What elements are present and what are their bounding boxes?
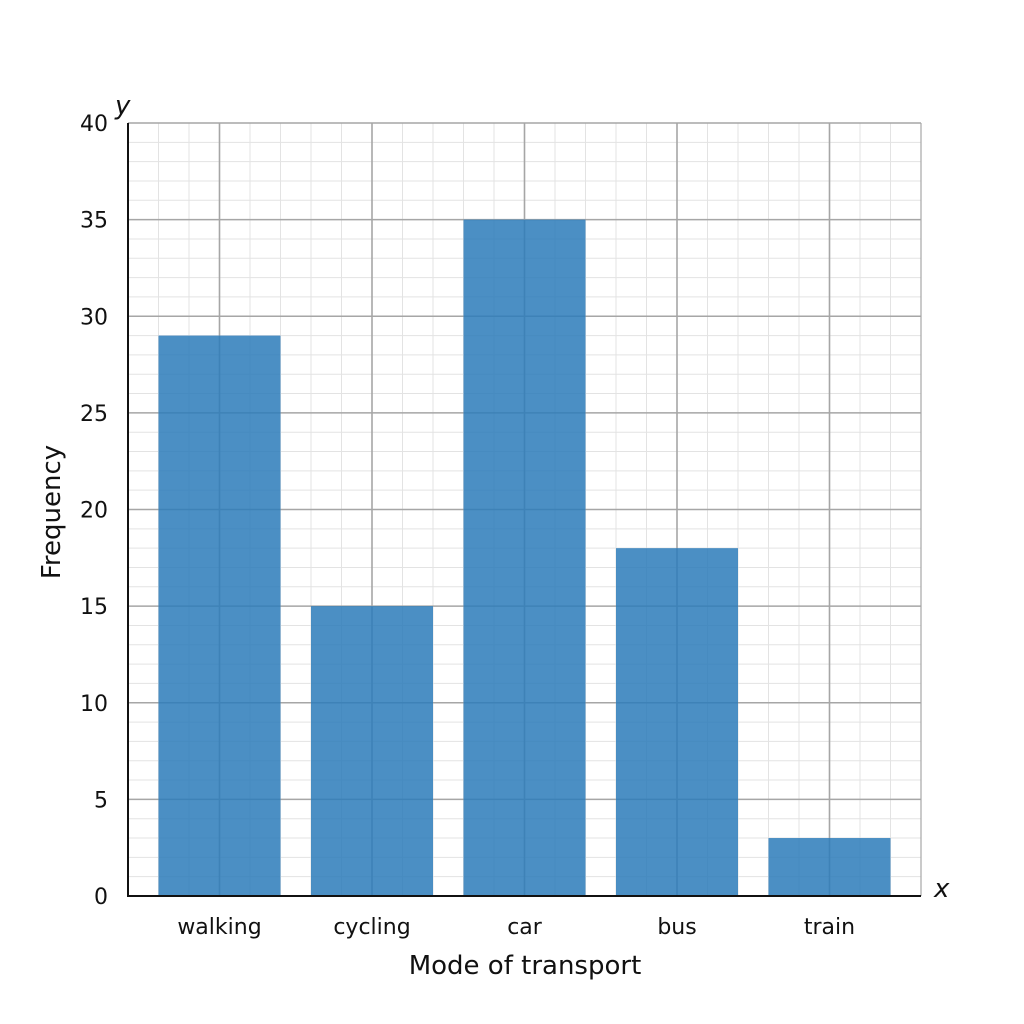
x-tick-label: bus <box>657 915 696 940</box>
bar-car <box>463 219 586 896</box>
y-tick-label: 40 <box>80 112 108 137</box>
bar-bus <box>616 548 738 896</box>
axes <box>127 123 921 897</box>
y-tick-label: 35 <box>80 209 108 234</box>
x-tick-label: cycling <box>333 915 410 940</box>
x-tick-label: train <box>804 915 855 940</box>
bar-train <box>768 838 891 896</box>
x-axis-letter: x <box>933 874 950 904</box>
y-tick-labels: 0 5 10 15 20 25 30 35 40 <box>80 112 108 910</box>
y-tick-label: 20 <box>80 499 108 524</box>
bars <box>158 219 891 896</box>
bar-cycling <box>311 606 433 896</box>
x-axis-title: Mode of transport <box>409 951 642 981</box>
y-tick-label: 5 <box>94 788 108 813</box>
y-tick-label: 30 <box>80 305 108 330</box>
y-tick-label: 0 <box>94 885 108 910</box>
x-tick-label: car <box>507 915 543 940</box>
y-tick-label: 25 <box>80 402 108 427</box>
y-axis-title: Frequency <box>37 445 67 579</box>
x-tick-label: walking <box>177 915 261 940</box>
bar-walking <box>158 335 281 896</box>
y-tick-label: 15 <box>80 595 108 620</box>
x-tick-labels: walking cycling car bus train <box>177 915 855 940</box>
y-axis-letter: y <box>114 91 131 121</box>
y-tick-label: 10 <box>80 692 108 717</box>
